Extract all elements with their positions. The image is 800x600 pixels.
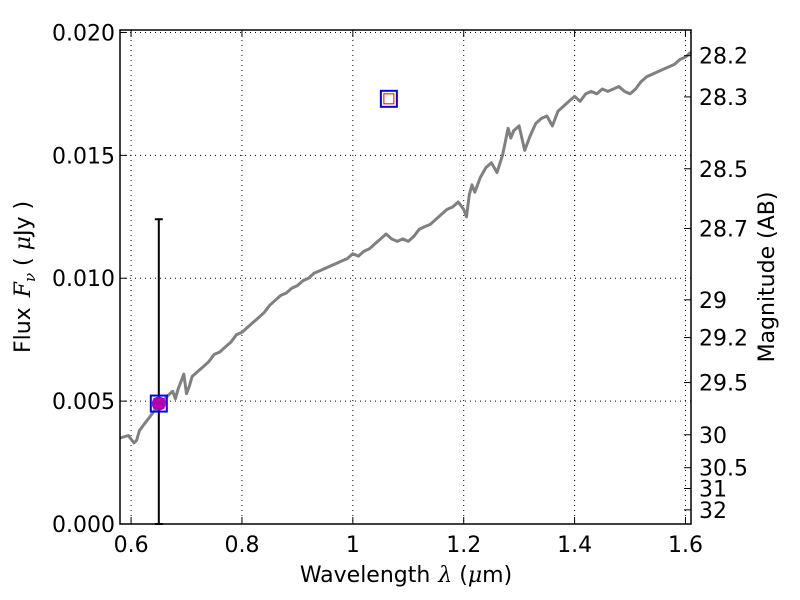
mag-tick-label: 28.3 — [699, 86, 748, 111]
y-axis-title-symbol: F — [11, 281, 36, 298]
x-tick-label: 0.8 — [224, 533, 259, 558]
y-axis-unit-mu: μ — [11, 236, 36, 250]
x-axis-unit-mu: μ — [468, 563, 482, 588]
x-axis-title-symbol: λ — [437, 563, 452, 588]
model-square-inner — [383, 93, 395, 105]
x-axis: 0.6 0.8 1 1.2 1.4 1.6 — [114, 30, 703, 558]
model-square-inner — [153, 398, 165, 410]
model-square-marker — [379, 89, 398, 108]
plot-frame — [119, 29, 692, 525]
mag-tick-label: 28.2 — [699, 45, 748, 70]
series-line — [119, 50, 692, 445]
series-layer — [119, 50, 692, 445]
x-axis-title-text: Wavelength — [300, 563, 431, 588]
x-tick-label: 0.6 — [114, 533, 149, 558]
points-layer — [149, 89, 398, 525]
x-tick-label: 1.4 — [557, 533, 592, 558]
y-tick-label: 0.000 — [52, 513, 115, 538]
model-square-marker — [149, 394, 168, 413]
y-tick-label: 0.015 — [52, 144, 115, 169]
mag-tick-label: 29 — [699, 289, 727, 314]
y-tick-label: 0.005 — [52, 390, 115, 415]
mag-tick-label: 32 — [699, 499, 727, 524]
x-tick-label: 1 — [346, 533, 360, 558]
y-tick-label: 0.010 — [52, 267, 115, 292]
mag-tick-label: 30.5 — [699, 457, 748, 482]
x-axis-title: Wavelength λ (μm) — [300, 563, 512, 588]
x-axis-unit-open: ( — [452, 563, 468, 588]
mag-tick-label: 28.5 — [699, 158, 748, 183]
grid — [120, 30, 691, 525]
x-axis-unit-rest: m) — [482, 563, 512, 588]
mag-tick-label: 30 — [699, 424, 727, 449]
mag-tick-label: 29.2 — [699, 327, 748, 352]
mag-tick-label: 29.5 — [699, 372, 748, 397]
y2-axis-title: Magnitude (AB) — [755, 192, 780, 363]
x-tick-label: 1.6 — [668, 533, 703, 558]
y-axis-unit-rest: Jy ) — [11, 201, 36, 238]
y-tick-label: 0.020 — [52, 21, 115, 46]
y-axis-title-text: Flux — [11, 307, 36, 353]
mag-tick-label: 31 — [699, 477, 727, 502]
measurement-point — [151, 396, 166, 411]
y-axis-unit-open: ( — [11, 250, 36, 273]
x-tick-label: 1.2 — [446, 533, 481, 558]
y-axis-title: Flux Fν ( μJy ) — [11, 201, 39, 353]
y-axis-left: 0.000 0.005 0.010 0.015 0.020 — [52, 21, 127, 538]
y-axis-title-subscript: ν — [21, 273, 39, 282]
mag-tick-label: 28.7 — [699, 218, 748, 243]
